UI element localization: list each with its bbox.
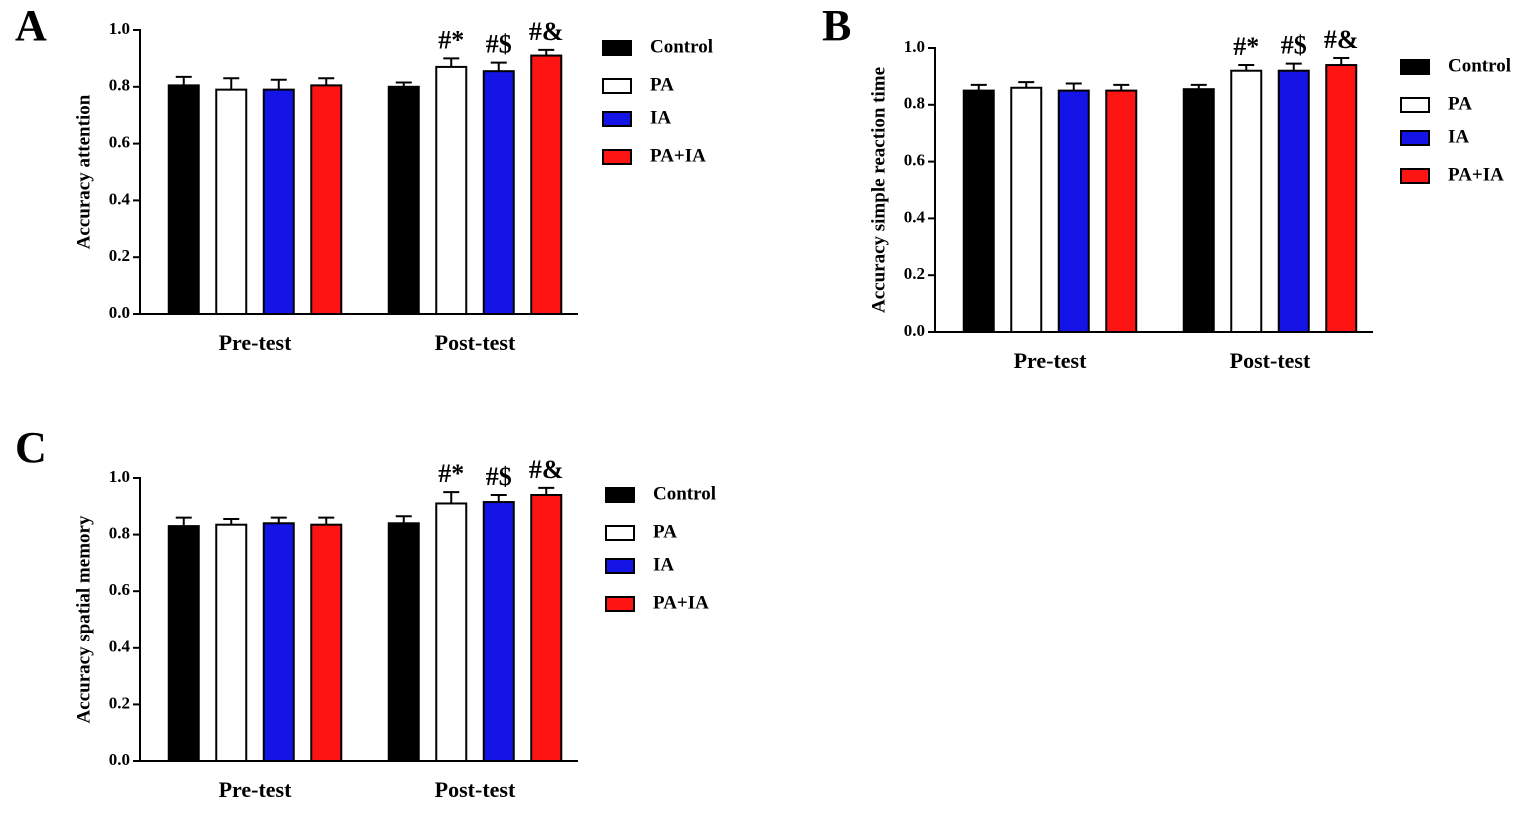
bar bbox=[435, 65, 468, 315]
panel-label: B bbox=[822, 1, 851, 50]
y-tick-label: 0.0 bbox=[109, 750, 130, 769]
y-tick-label: 0.0 bbox=[904, 321, 925, 340]
y-axis-label: Accuracy spatial memory bbox=[73, 515, 94, 723]
bar bbox=[1182, 88, 1215, 334]
bar bbox=[1057, 89, 1090, 333]
x-tick-label: Post-test bbox=[435, 777, 516, 802]
bar bbox=[262, 522, 295, 763]
y-tick-label: 1.0 bbox=[109, 19, 130, 38]
legend-swatch bbox=[1400, 168, 1430, 184]
y-axis-label: Accuracy attention bbox=[73, 94, 94, 249]
legend-swatch bbox=[605, 558, 635, 574]
bar bbox=[167, 525, 200, 762]
y-tick-label: 0.8 bbox=[109, 524, 130, 543]
y-tick-label: 0.8 bbox=[109, 76, 130, 95]
bar bbox=[310, 523, 343, 762]
legend-swatch bbox=[602, 149, 632, 165]
y-tick-label: 0.2 bbox=[109, 693, 130, 712]
x-tick-label: Pre-test bbox=[1014, 348, 1088, 373]
significance-label: #* bbox=[438, 25, 464, 54]
y-tick-label: 0.4 bbox=[109, 637, 131, 656]
bar bbox=[1230, 69, 1263, 333]
panel-label: C bbox=[15, 423, 47, 472]
bar bbox=[482, 501, 515, 762]
x-tick-label: Pre-test bbox=[219, 330, 293, 355]
legend-swatch bbox=[1400, 59, 1430, 75]
legend-swatch bbox=[1400, 130, 1430, 146]
y-tick-label: 0.8 bbox=[904, 94, 925, 113]
y-tick-label: 0.4 bbox=[904, 207, 926, 226]
legend-swatch bbox=[602, 40, 632, 56]
y-tick-label: 0.6 bbox=[109, 580, 130, 599]
bar bbox=[387, 522, 420, 763]
legend-label: Control bbox=[650, 36, 713, 57]
y-tick-label: 0.6 bbox=[109, 133, 130, 152]
legend-swatch bbox=[605, 487, 635, 503]
bar bbox=[1277, 69, 1310, 333]
bar bbox=[215, 523, 248, 762]
legend-swatch bbox=[1400, 97, 1430, 113]
legend-label: PA bbox=[650, 74, 674, 95]
significance-label: #$ bbox=[486, 30, 512, 59]
significance-label: #& bbox=[529, 455, 564, 484]
y-tick-label: 1.0 bbox=[904, 37, 925, 56]
bar bbox=[262, 88, 295, 315]
legend-label: IA bbox=[650, 107, 671, 128]
y-tick-label: 0.0 bbox=[109, 303, 130, 322]
significance-label: #* bbox=[1233, 32, 1259, 61]
panel-label: A bbox=[15, 1, 47, 50]
significance-label: #$ bbox=[1281, 31, 1307, 60]
significance-label: #$ bbox=[486, 462, 512, 491]
bar bbox=[1105, 89, 1138, 333]
legend-label: PA+IA bbox=[650, 145, 706, 166]
significance-label: #* bbox=[438, 459, 464, 488]
legend-swatch bbox=[605, 596, 635, 612]
bar bbox=[215, 88, 248, 315]
x-tick-label: Post-test bbox=[1230, 348, 1311, 373]
y-tick-label: 1.0 bbox=[109, 467, 130, 486]
x-tick-label: Pre-test bbox=[219, 777, 293, 802]
legend-label: IA bbox=[653, 554, 674, 575]
y-axis-label: Accuracy simple reaction time bbox=[868, 67, 889, 313]
y-tick-label: 0.4 bbox=[109, 189, 131, 208]
bar bbox=[167, 84, 200, 315]
legend-label: PA bbox=[1448, 93, 1472, 114]
legend-swatch bbox=[602, 78, 632, 94]
bar bbox=[310, 84, 343, 315]
significance-label: #& bbox=[529, 17, 564, 46]
legend-swatch bbox=[605, 525, 635, 541]
legend-label: IA bbox=[1448, 126, 1469, 147]
legend-label: PA bbox=[653, 521, 677, 542]
y-tick-label: 0.2 bbox=[904, 264, 925, 283]
legend-label: Control bbox=[1448, 55, 1511, 76]
bar bbox=[435, 502, 468, 762]
bar bbox=[962, 89, 995, 333]
bar bbox=[482, 70, 515, 316]
bar bbox=[1010, 86, 1043, 334]
bar bbox=[530, 493, 563, 762]
bar bbox=[387, 85, 420, 315]
y-tick-label: 0.6 bbox=[904, 151, 925, 170]
legend-label: PA+IA bbox=[653, 592, 709, 613]
legend-swatch bbox=[602, 111, 632, 127]
legend-label: PA+IA bbox=[1448, 164, 1504, 185]
y-tick-label: 0.2 bbox=[109, 246, 130, 265]
bar bbox=[530, 54, 563, 316]
legend-label: Control bbox=[653, 483, 716, 504]
x-tick-label: Post-test bbox=[435, 330, 516, 355]
significance-label: #& bbox=[1324, 25, 1359, 54]
bar bbox=[1325, 64, 1358, 333]
